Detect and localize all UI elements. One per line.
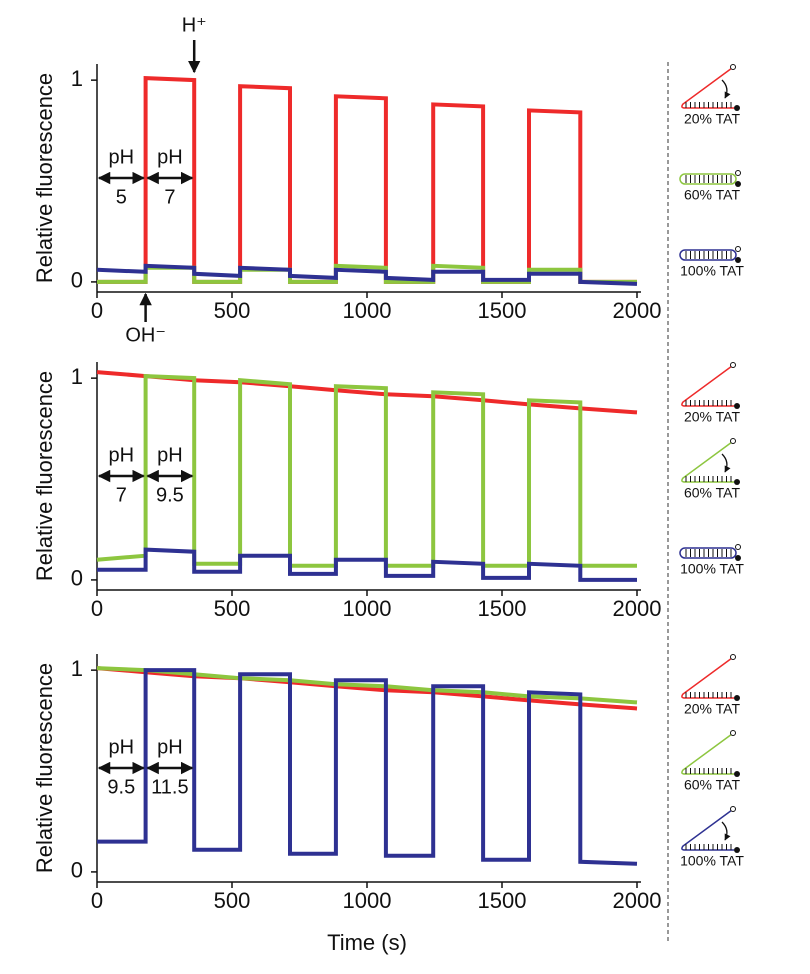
panel: 0 500 1000 1500 2000 0 1 Relative fluorescence T… xyxy=(32,654,744,955)
quencher xyxy=(735,555,741,561)
x-tick-label: 0 xyxy=(91,298,103,323)
y-tick-label: 1 xyxy=(71,656,83,681)
quencher xyxy=(734,403,740,409)
y-axis-title: Relative fluorescence xyxy=(32,371,57,581)
fluorophore xyxy=(730,806,736,812)
legend-label: 60% TAT xyxy=(684,777,740,793)
y-tick-label: 1 xyxy=(71,66,83,91)
x-tick-label: 1500 xyxy=(478,596,527,621)
series-line xyxy=(97,76,637,284)
x-tick-label: 0 xyxy=(91,596,103,621)
hairpin-open xyxy=(681,733,734,775)
fluorophore xyxy=(730,438,736,444)
ph-value: 7 xyxy=(164,186,175,208)
fluorophore xyxy=(735,170,741,176)
y-tick-label: 0 xyxy=(71,858,83,883)
x-tick-label: 2000 xyxy=(613,298,662,323)
hairpin-stem xyxy=(679,173,737,185)
ph-label: pH xyxy=(109,736,135,758)
base-label: OH⁻ xyxy=(125,324,166,346)
hairpin-open xyxy=(681,809,734,851)
ph-value: 9.5 xyxy=(156,484,184,506)
quencher xyxy=(734,105,740,111)
panel: 0 500 1000 1500 2000 0 1 Relative fluorescence 2… xyxy=(32,14,745,346)
legend-label: 100% TAT xyxy=(680,853,744,869)
x-axis-title: Time (s) xyxy=(327,930,407,955)
x-tick-label: 1000 xyxy=(343,298,392,323)
switch-arrow xyxy=(721,453,731,473)
series-line xyxy=(97,668,638,866)
ph-label: pH xyxy=(157,146,183,168)
hairpin-open xyxy=(681,365,734,407)
x-tick-label: 2000 xyxy=(613,888,662,913)
x-tick-label: 500 xyxy=(214,298,251,323)
x-tick-label: 2000 xyxy=(613,596,662,621)
ph-value: 7 xyxy=(116,484,127,506)
switch-arrow xyxy=(721,79,731,99)
legend-label: 100% TAT xyxy=(680,263,744,279)
series-line xyxy=(96,263,638,286)
ph-label: pH xyxy=(157,736,183,758)
ph-label: pH xyxy=(109,444,135,466)
quencher xyxy=(735,257,741,263)
quencher xyxy=(734,479,740,485)
legend-label: 20% TAT xyxy=(684,701,740,717)
series-line xyxy=(97,547,637,582)
x-tick-label: 500 xyxy=(214,888,251,913)
quencher xyxy=(734,771,740,777)
acid-label: H⁺ xyxy=(182,14,207,36)
ph-value: 5 xyxy=(116,186,127,208)
x-tick-label: 500 xyxy=(214,596,251,621)
series-line xyxy=(96,374,637,568)
fluorophore xyxy=(735,246,741,252)
legend-label: 100% TAT xyxy=(680,561,744,577)
hairpin-open xyxy=(681,67,734,109)
fluorophore xyxy=(735,544,741,550)
quencher xyxy=(734,695,740,701)
hairpin-stem xyxy=(679,249,737,261)
y-tick-label: 0 xyxy=(71,268,83,293)
switch-arrow xyxy=(721,821,731,841)
fluorophore xyxy=(730,362,736,368)
fluorophore xyxy=(730,64,736,70)
x-tick-label: 1000 xyxy=(343,596,392,621)
series-line xyxy=(96,666,638,705)
x-tick-label: 1500 xyxy=(478,888,527,913)
legend-label: 60% TAT xyxy=(684,187,740,203)
x-tick-label: 1500 xyxy=(478,298,527,323)
ph-value: 11.5 xyxy=(151,776,188,798)
y-tick-label: 1 xyxy=(71,364,83,389)
legend-label: 20% TAT xyxy=(684,111,740,127)
hairpin-stem xyxy=(679,547,737,559)
legend-label: 20% TAT xyxy=(684,409,740,425)
y-axis-title: Relative fluorescence xyxy=(32,73,57,283)
x-tick-label: 1000 xyxy=(343,888,392,913)
ph-label: pH xyxy=(109,146,135,168)
ph-value: 9.5 xyxy=(107,776,135,798)
hairpin-open xyxy=(681,657,734,699)
panel: 0 500 1000 1500 2000 0 1 Relative fluorescence 2… xyxy=(32,362,744,621)
quencher xyxy=(735,181,741,187)
x-tick-label: 0 xyxy=(91,888,103,913)
ph-label: pH xyxy=(157,444,183,466)
y-axis-title: Relative fluorescence xyxy=(32,663,57,873)
y-tick-label: 0 xyxy=(71,566,83,591)
series-line xyxy=(96,666,638,711)
quencher xyxy=(734,847,740,853)
legend-label: 60% TAT xyxy=(684,485,740,501)
hairpin-open xyxy=(681,441,734,483)
fluorophore xyxy=(730,730,736,736)
fluorophore xyxy=(730,654,736,660)
